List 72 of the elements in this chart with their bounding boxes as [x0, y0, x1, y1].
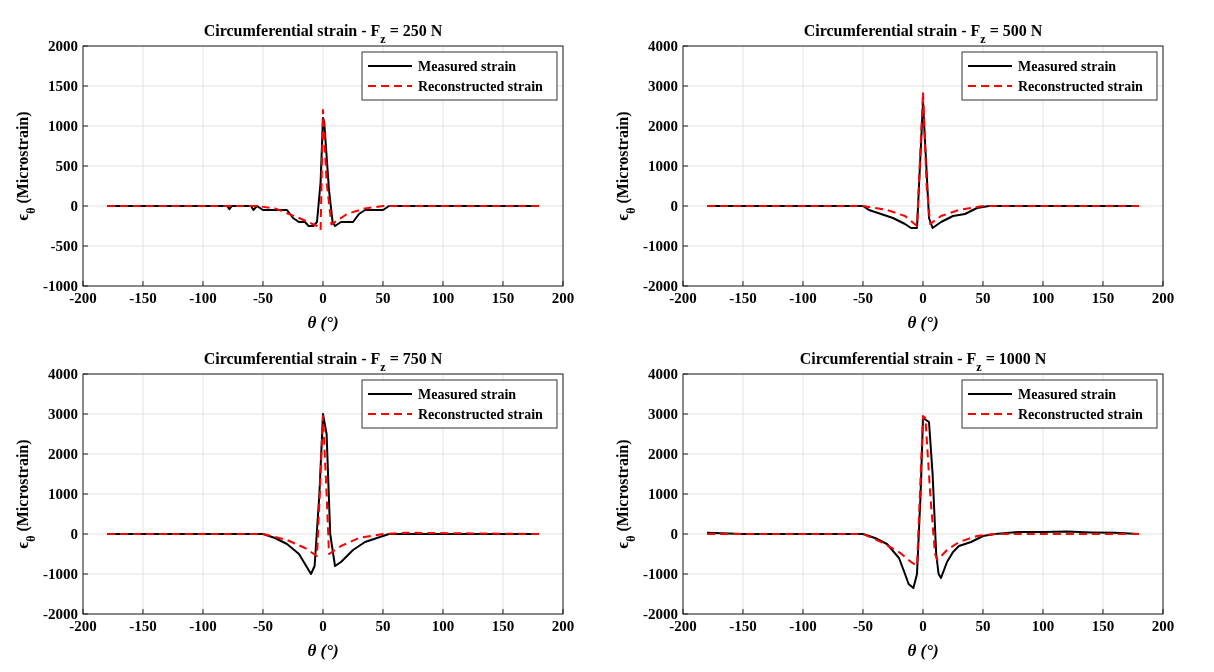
- chart-title: Circumferential strain - F$_{z}$ = 250 N: [203, 22, 443, 46]
- y-tick-label: 1000: [648, 158, 678, 174]
- y-tick-label: 2000: [48, 38, 78, 54]
- x-tick-label: -50: [853, 290, 873, 306]
- chart-title: Circumferential strain - F$_{z}$ = 1000 N: [799, 350, 1047, 374]
- x-tick-label: 200: [551, 618, 575, 634]
- y-tick-label: 1000: [648, 486, 678, 502]
- legend-label: Measured strain: [418, 59, 517, 74]
- y-tick-label: 2000: [648, 118, 678, 134]
- y-tick-label: 1500: [48, 78, 78, 94]
- x-tick-label: 150: [1091, 290, 1115, 306]
- x-tick-label: 200: [1151, 618, 1175, 634]
- chart-title: Circumferential strain - F$_{z}$ = 500 N: [803, 22, 1043, 46]
- x-tick-label: -50: [253, 290, 273, 306]
- x-tick-label: -100: [189, 290, 217, 306]
- x-tick-label: 0: [919, 618, 927, 634]
- y-tick-label: 0: [670, 526, 678, 542]
- y-tick-label: 3000: [648, 406, 678, 422]
- x-tick-label: -150: [729, 618, 757, 634]
- x-axis-title: θ (°): [307, 641, 339, 660]
- x-axis-title: θ (°): [907, 313, 939, 332]
- legend-label: Measured strain: [1018, 387, 1117, 402]
- y-tick-label: 2000: [48, 446, 78, 462]
- y-tick-label: 0: [670, 198, 678, 214]
- x-tick-label: 50: [975, 618, 991, 634]
- x-tick-label: -100: [189, 618, 217, 634]
- x-tick-label: 100: [1031, 618, 1055, 634]
- x-tick-label: 50: [375, 290, 391, 306]
- x-tick-label: -50: [853, 618, 873, 634]
- x-tick-label: 0: [919, 290, 927, 306]
- y-tick-label: 1000: [48, 118, 78, 134]
- y-tick-label: 0: [70, 526, 78, 542]
- x-tick-label: 100: [1031, 290, 1055, 306]
- y-tick-label: 3000: [648, 78, 678, 94]
- x-tick-label: -150: [129, 290, 157, 306]
- y-tick-label: 0: [70, 198, 78, 214]
- x-tick-label: 0: [319, 290, 327, 306]
- y-tick-label: -1000: [643, 238, 678, 254]
- y-tick-label: -1000: [643, 566, 678, 582]
- legend-label: Measured strain: [1018, 59, 1117, 74]
- chart-title: Circumferential strain - F$_{z}$ = 750 N: [203, 350, 443, 374]
- x-tick-label: 150: [491, 618, 515, 634]
- legend-label: Measured strain: [418, 387, 517, 402]
- x-tick-label: 50: [375, 618, 391, 634]
- x-tick-label: -100: [789, 290, 817, 306]
- x-tick-label: 150: [491, 290, 515, 306]
- y-tick-label: 4000: [648, 38, 678, 54]
- x-tick-label: -150: [729, 290, 757, 306]
- x-tick-label: -50: [253, 618, 273, 634]
- x-tick-label: 150: [1091, 618, 1115, 634]
- y-tick-label: 2000: [648, 446, 678, 462]
- y-tick-label: -1000: [43, 566, 78, 582]
- x-tick-label: 100: [431, 290, 455, 306]
- x-tick-label: 0: [319, 618, 327, 634]
- x-tick-label: 50: [975, 290, 991, 306]
- y-tick-label: 3000: [48, 406, 78, 422]
- legend-label: Reconstructed strain: [1018, 79, 1144, 94]
- y-tick-label: 4000: [48, 366, 78, 382]
- legend-label: Reconstructed strain: [418, 407, 544, 422]
- x-axis-title: θ (°): [307, 313, 339, 332]
- y-tick-label: 1000: [48, 486, 78, 502]
- x-tick-label: -150: [129, 618, 157, 634]
- legend-label: Reconstructed strain: [1018, 407, 1144, 422]
- x-tick-label: 100: [431, 618, 455, 634]
- y-tick-label: 500: [55, 158, 78, 174]
- x-tick-label: -100: [789, 618, 817, 634]
- x-tick-label: 200: [551, 290, 575, 306]
- y-tick-label: 4000: [648, 366, 678, 382]
- x-axis-title: θ (°): [907, 641, 939, 660]
- y-tick-label: -500: [50, 238, 78, 254]
- x-tick-label: 200: [1151, 290, 1175, 306]
- legend-label: Reconstructed strain: [418, 79, 544, 94]
